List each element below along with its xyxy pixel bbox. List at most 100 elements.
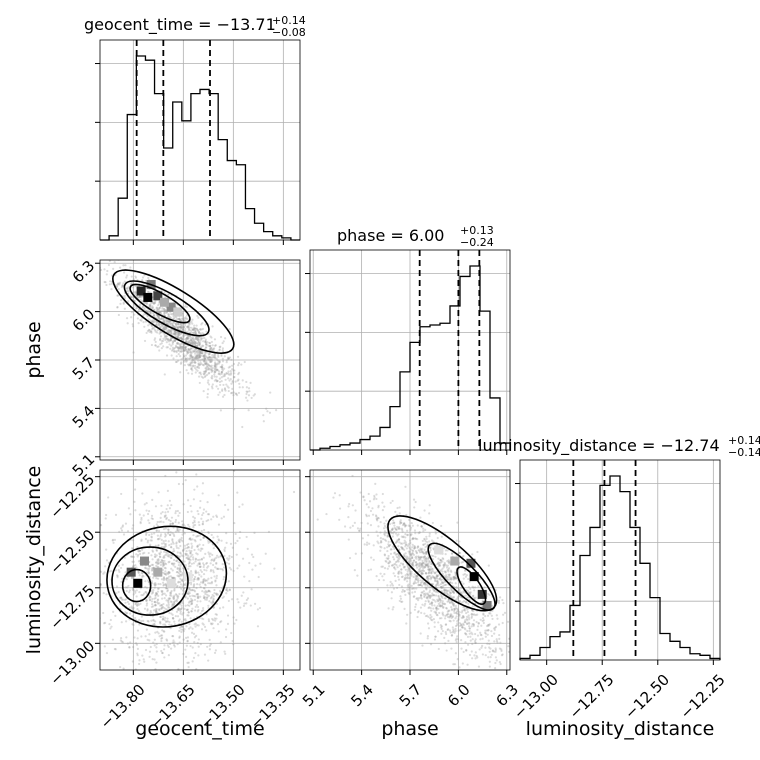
scatter-point (192, 584, 195, 587)
scatter-point (428, 560, 431, 563)
scatter-point (436, 600, 440, 603)
scatter-point (167, 331, 171, 334)
scatter-point (178, 326, 181, 329)
scatter-point (165, 319, 168, 322)
scatter-point (457, 610, 460, 613)
scatter-point (468, 629, 471, 633)
density-cell (160, 297, 169, 307)
scatter-point (171, 603, 174, 607)
scatter-point (164, 582, 167, 586)
scatter-point (440, 585, 443, 589)
scatter-point (493, 632, 496, 635)
scatter-point (222, 515, 226, 518)
scatter-point (460, 624, 463, 627)
scatter-point (155, 592, 158, 595)
scatter-point (409, 554, 413, 557)
scatter-point (438, 563, 441, 566)
scatter-point (180, 536, 183, 540)
scatter-point (208, 364, 211, 367)
scatter-point (213, 375, 216, 378)
scatter-point (170, 594, 173, 597)
scatter-point (471, 595, 475, 598)
scatter-point (414, 581, 417, 585)
scatter-point (461, 614, 465, 618)
scatter-point (148, 650, 152, 653)
scatter-point (191, 355, 194, 358)
scatter-point (112, 267, 115, 270)
scatter-point (208, 371, 211, 375)
scatter-point (207, 659, 210, 662)
scatter-point (401, 542, 404, 545)
scatter-point (203, 625, 207, 628)
scatter-point (434, 635, 437, 638)
scatter-point (452, 591, 456, 594)
scatter-point (132, 291, 135, 294)
scatter-point (194, 652, 197, 655)
scatter-point (243, 602, 246, 605)
scatter-point (192, 326, 195, 329)
scatter-point (156, 565, 159, 569)
scatter-point (131, 622, 134, 626)
scatter-point (169, 592, 172, 595)
scatter-point (171, 329, 174, 332)
scatter-point (424, 540, 427, 543)
scatter-point (245, 602, 248, 605)
scatter-point (206, 368, 209, 371)
scatter-point (412, 595, 415, 598)
scatter-point (148, 612, 151, 615)
scatter-point (175, 594, 178, 597)
scatter-point (227, 508, 230, 511)
scatter-point (181, 585, 184, 588)
scatter-point (212, 595, 215, 598)
scatter-point (175, 324, 178, 327)
scatter-point (372, 558, 375, 561)
scatter-point (223, 548, 226, 551)
scatter-point (419, 579, 422, 582)
scatter-point (181, 540, 184, 543)
scatter-point (164, 551, 168, 554)
scatter-point (211, 354, 214, 357)
scatter-point (498, 637, 501, 640)
scatter-point (217, 523, 221, 526)
scatter-point (146, 539, 150, 542)
scatter-point (424, 552, 427, 555)
scatter-point (464, 600, 467, 603)
scatter-point (446, 589, 449, 592)
scatter-point (446, 600, 449, 603)
scatter-point (180, 587, 183, 590)
scatter-point (487, 623, 491, 626)
scatter-point (419, 581, 423, 585)
scatter-point (182, 318, 185, 321)
scatter-point (447, 570, 450, 573)
scatter-point (228, 554, 231, 558)
scatter-point (443, 603, 447, 606)
scatter-point (140, 516, 143, 520)
scatter-point (197, 571, 200, 574)
scatter-point (379, 545, 382, 548)
scatter-point (395, 541, 398, 544)
scatter-point (104, 517, 107, 520)
scatter-point (444, 642, 447, 645)
scatter-point (182, 326, 185, 329)
scatter-point (176, 326, 179, 329)
scatter-point (232, 569, 235, 572)
scatter-point (194, 354, 197, 358)
scatter-point (188, 561, 191, 564)
scatter-point (186, 352, 189, 355)
scatter-point (152, 321, 155, 324)
scatter-point (212, 347, 216, 350)
scatter-point (220, 539, 223, 542)
scatter-point (183, 349, 186, 352)
scatter-point (170, 312, 173, 316)
scatter-point (397, 560, 400, 563)
scatter-point (199, 595, 202, 598)
scatter-point (423, 556, 426, 559)
scatter-point (148, 304, 152, 307)
scatter-point (163, 291, 166, 294)
scatter-point (438, 597, 442, 601)
scatter-point (160, 607, 163, 610)
scatter-point (156, 561, 160, 565)
scatter-point (117, 569, 120, 572)
scatter-point (448, 562, 451, 565)
scatter-point (471, 553, 474, 556)
